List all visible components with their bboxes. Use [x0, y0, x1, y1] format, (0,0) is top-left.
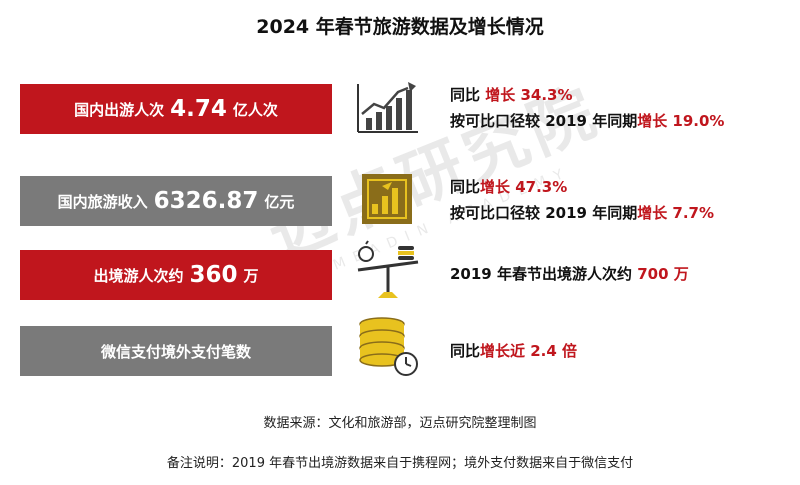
- stat-row-domestic-revenue: 国内旅游收入 6326.87 亿元 同比增长 47.3% 按可比口径较 2019…: [0, 166, 800, 226]
- stat-desc: 同比增长 47.3% 按可比口径较 2019 年同期增长 7.7%: [450, 174, 714, 226]
- stat-label-pre: 出境游人次约: [93, 266, 184, 285]
- desc-prefix: 2019 年春节出境游人次约: [450, 265, 632, 283]
- desc-prefix: 按可比口径较 2019 年同期: [450, 112, 638, 130]
- stat-label-pre: 国内出游人次: [74, 100, 165, 119]
- stat-desc: 同比 增长 34.3% 按可比口径较 2019 年同期增长 19.0%: [450, 82, 724, 134]
- stat-label-post: 万: [243, 266, 259, 285]
- desc-line: 同比 增长 34.3%: [450, 82, 724, 108]
- desc-prefix: 同比: [450, 86, 481, 104]
- desc-line: 按可比口径较 2019 年同期增长 19.0%: [450, 108, 724, 134]
- stat-value: 6326.87: [153, 188, 259, 214]
- balance-scale-icon: [357, 240, 419, 298]
- stat-row-outbound-trips: 出境游人次约 360 万 2019 年春节出境游人次约 700 万: [0, 240, 800, 304]
- desc-highlight: 增长 34.3%: [485, 86, 573, 104]
- page-title: 2024 年春节旅游数据及增长情况: [256, 16, 544, 38]
- desc-line: 同比增长 47.3%: [450, 174, 714, 200]
- stat-label-post: 亿人次: [232, 100, 278, 119]
- desc-highlight: 700 万: [637, 265, 689, 283]
- growth-chart-icon: [357, 82, 418, 133]
- desc-highlight: 增长 7.7%: [637, 204, 715, 222]
- desc-highlight: 增长近 2.4 倍: [480, 342, 578, 360]
- stat-value: 4.74: [170, 96, 227, 122]
- stat-row-wechat-payments: 微信支付境外支付笔数 同比增长近 2.4 倍: [0, 317, 800, 382]
- desc-highlight: 增长 19.0%: [637, 112, 725, 130]
- stat-label-pre: 微信支付境外支付笔数: [100, 342, 251, 361]
- desc-line: 同比增长近 2.4 倍: [450, 338, 577, 364]
- stat-label-post: 亿元: [264, 192, 295, 211]
- stat-desc: 同比增长近 2.4 倍: [450, 338, 577, 364]
- coin-stack-clock-icon: [359, 317, 418, 376]
- stat-bar-domestic-revenue: 国内旅游收入 6326.87 亿元: [20, 176, 332, 226]
- stat-desc: 2019 年春节出境游人次约 700 万: [450, 261, 689, 287]
- desc-line: 2019 年春节出境游人次约 700 万: [450, 261, 689, 287]
- desc-prefix: 同比: [450, 342, 481, 360]
- revenue-chart-icon: [362, 174, 412, 224]
- data-source: 数据来源：文化和旅游部，迈点研究院整理制图: [263, 416, 537, 431]
- desc-line: 按可比口径较 2019 年同期增长 7.7%: [450, 200, 714, 226]
- desc-prefix: 按可比口径较 2019 年同期: [450, 204, 638, 222]
- desc-highlight: 增长 47.3%: [480, 178, 568, 196]
- footnote: 备注说明：2019 年春节出境游数据来自于携程网；境外支付数据来自于微信支付: [166, 456, 634, 471]
- stat-label-pre: 国内旅游收入: [57, 192, 148, 211]
- stat-bar-outbound-trips: 出境游人次约 360 万: [20, 250, 332, 300]
- stat-bar-wechat-payments: 微信支付境外支付笔数: [20, 326, 332, 376]
- desc-prefix: 同比: [450, 178, 481, 196]
- stat-bar-domestic-trips: 国内出游人次 4.74 亿人次: [20, 84, 332, 134]
- stat-row-domestic-trips: 国内出游人次 4.74 亿人次 同比 增长 34.3% 按可比口径较 2019 …: [0, 78, 800, 138]
- stat-value: 360: [189, 262, 238, 288]
